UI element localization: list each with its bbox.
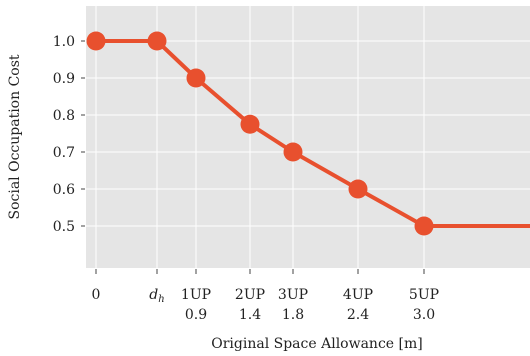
x-tick-sublabel: 1.8 — [282, 307, 304, 323]
x-tick-sublabel: 1.4 — [239, 307, 261, 323]
y-tick-label: 0.8 — [53, 108, 75, 124]
data-point — [283, 142, 303, 162]
x-axis-ticks: 0 dh 1UP 0.9 2UP 1.4 3UP 1.8 4UP 2.4 5UP 3.0 — [92, 269, 439, 323]
y-axis-ticks: 0.5 0.6 0.7 0.8 0.9 1.0 — [53, 34, 85, 235]
data-point — [186, 68, 206, 88]
y-tick-label: 0.9 — [53, 71, 75, 87]
x-tick-label: 5UP — [409, 287, 439, 303]
x-tick-label: dh — [149, 287, 164, 305]
x-tick-label: 0 — [92, 287, 101, 303]
y-tick-label: 0.6 — [53, 182, 75, 198]
y-axis-title: Social Occupation Cost — [7, 54, 23, 219]
x-tick-label: 4UP — [343, 287, 373, 303]
x-tick-label: 3UP — [278, 287, 308, 303]
data-point — [240, 114, 260, 134]
data-point — [147, 31, 167, 51]
x-tick-sublabel: 2.4 — [347, 307, 369, 323]
y-tick-label: 1.0 — [53, 34, 75, 50]
y-tick-label: 0.7 — [53, 145, 75, 161]
x-tick-label: 1UP — [181, 287, 211, 303]
x-tick-label: 2UP — [235, 287, 265, 303]
data-point — [414, 216, 434, 236]
x-axis-title: Original Space Allowance [m] — [211, 336, 422, 352]
x-tick-sublabel: 0.9 — [185, 307, 207, 323]
data-point — [86, 31, 106, 51]
data-point — [348, 179, 368, 199]
y-tick-label: 0.5 — [53, 219, 75, 235]
x-tick-sublabel: 3.0 — [413, 307, 435, 323]
data-markers — [86, 31, 434, 236]
